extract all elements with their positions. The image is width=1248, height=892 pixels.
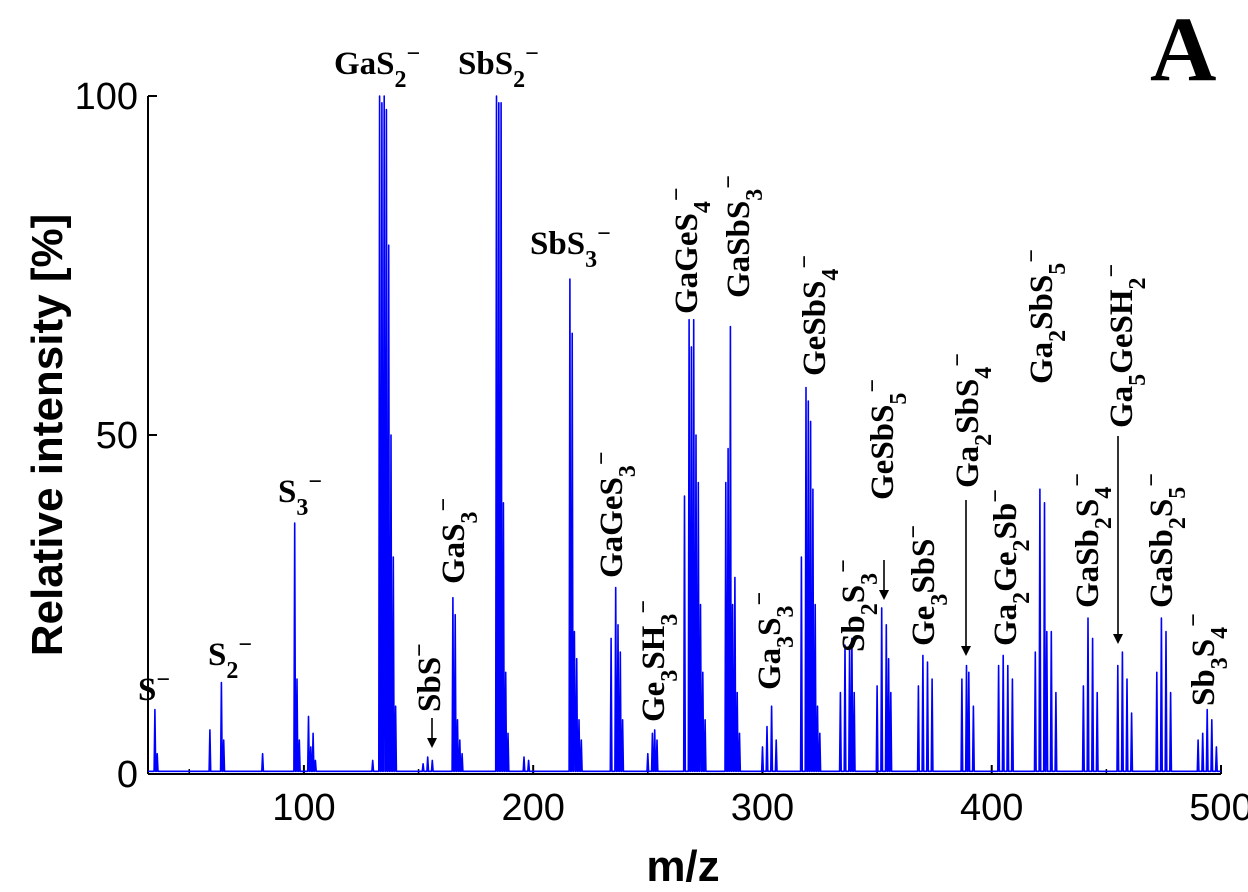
peak-label-group: GaSb2S5− — [1139, 473, 1191, 608]
y-tick-label: 50 — [96, 415, 138, 457]
peak-label: SbS3− — [530, 221, 611, 273]
annotation-arrow-head — [961, 646, 971, 656]
peak-label: Ga2Ge2Sb− — [983, 489, 1035, 646]
peak-label-group: GaS3− — [431, 498, 483, 584]
peak-label-group: Ga3S3− — [747, 592, 799, 690]
y-tick-label: 0 — [117, 754, 138, 796]
x-tick-label: 400 — [960, 787, 1023, 829]
annotation-arrow-head — [427, 738, 437, 748]
peak-label: SbS− — [407, 643, 448, 712]
peak-label-group: Ga5GeSH2− — [1099, 264, 1151, 428]
peak-label: GaGeS3− — [589, 451, 641, 578]
peak-label-group: GeSbS5− — [860, 379, 912, 500]
ticks: 100 200 300 400 500 0 50 100 — [75, 76, 1248, 829]
peak-label: S3− — [278, 469, 322, 521]
peak-label: GaSbS3− — [716, 175, 768, 298]
peak-label-group: SbS− — [407, 643, 448, 712]
peak-label-group: GaSb2S4− — [1065, 473, 1117, 608]
peak-label-group: Sb2S3− — [831, 559, 883, 652]
peak-label: GaS2− — [334, 41, 420, 93]
peak-label-group: GaGeS4− — [664, 187, 716, 314]
peak-label: Ga2SbS5− — [1019, 249, 1071, 384]
peak-label-group: Ge3SH3− — [631, 600, 683, 722]
spectrum-line — [148, 95, 1221, 773]
annotation-arrow-head — [879, 590, 889, 600]
peak-label-group: GeSbS4− — [792, 255, 844, 376]
panel-letter: A — [1150, 0, 1216, 100]
peak-label-group: Ga2SbS5− — [1019, 249, 1071, 384]
peak-label: Ga3S3− — [747, 592, 799, 690]
annotation-arrow-head — [1113, 634, 1123, 644]
x-tick-label: 500 — [1189, 787, 1248, 829]
peak-label: Ge3SbS− — [901, 525, 953, 646]
peak-label-group: Ge3SbS− — [901, 525, 953, 646]
x-tick-label: 300 — [731, 787, 794, 829]
peak-label: SbS2− — [458, 41, 539, 93]
peak-label: S− — [138, 667, 170, 708]
y-axis-title-group: Relative intensity [%] — [23, 214, 72, 657]
peak-label: Sb2S3− — [831, 559, 883, 652]
peak-label: Ge3SH3− — [631, 600, 683, 722]
peak-label: GeSbS4− — [792, 255, 844, 376]
peak-label: S2− — [208, 632, 252, 684]
peak-label: Ga2SbS4− — [945, 353, 997, 488]
peak-label: Sb3S4− — [1181, 613, 1233, 706]
peak-label-group: Sb3S4− — [1181, 613, 1233, 706]
y-axis-title: Relative intensity [%] — [23, 214, 72, 657]
peak-label: Ga5GeSH2− — [1099, 264, 1151, 428]
peak-annotations: S− S2− S3− GaS2− SbS2− SbS3− SbS− GaS3− GaGeS3− G… — [138, 41, 1233, 748]
peak-label-group: GaSbS3− — [716, 175, 768, 298]
peak-label: GaSb2S4− — [1065, 473, 1117, 608]
peak-label: GeSbS5− — [860, 379, 912, 500]
peak-label-group: Ga2SbS4− — [945, 353, 997, 488]
y-tick-label: 100 — [75, 76, 138, 118]
x-tick-label: 200 — [501, 787, 564, 829]
peak-label-group: Ga2Ge2Sb− — [983, 489, 1035, 646]
x-axis-title: m/z — [646, 842, 719, 891]
peak-label: GaGeS4− — [664, 187, 716, 314]
peak-label-group: GaGeS3− — [589, 451, 641, 578]
peak-label: GaS3− — [431, 498, 483, 584]
peak-label: GaSb2S5− — [1139, 473, 1191, 608]
x-tick-label: 100 — [272, 787, 335, 829]
